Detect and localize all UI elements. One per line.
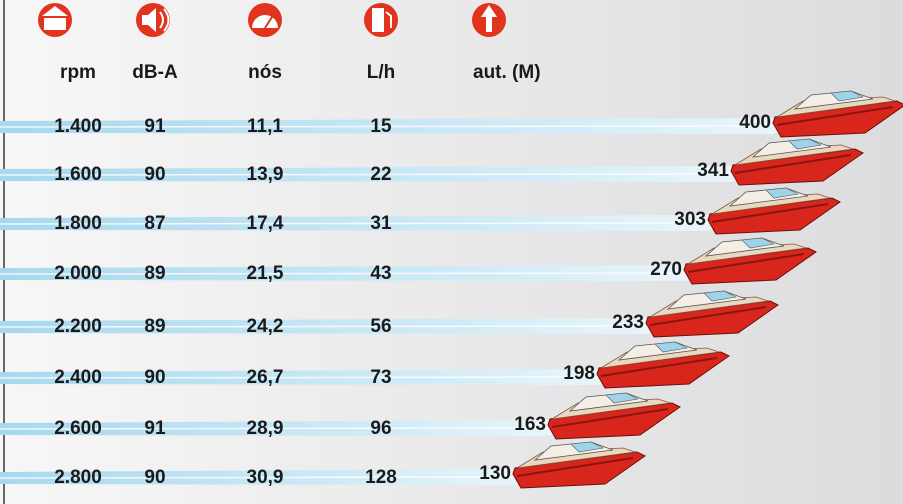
cell: 87 xyxy=(144,213,165,234)
column-headers: rpm dB-A nós L/h aut. (M) xyxy=(60,62,541,83)
boat-stripe xyxy=(776,106,894,126)
cell: 17,4 xyxy=(247,213,284,234)
cell: 21,5 xyxy=(247,263,284,284)
cell: 91 xyxy=(144,116,166,137)
cell: 2.400 xyxy=(54,367,102,388)
wake-streak xyxy=(0,272,685,275)
boat-stripe xyxy=(551,408,669,428)
boat-stripe xyxy=(711,203,829,223)
cell: 13,9 xyxy=(247,164,284,185)
cell: 96 xyxy=(370,418,391,439)
wake-streak xyxy=(0,325,647,328)
wake-streak xyxy=(0,376,598,379)
cell: 90 xyxy=(144,367,165,388)
cell: 56 xyxy=(370,316,391,337)
cell: 128 xyxy=(365,467,397,488)
boat xyxy=(547,392,681,440)
cell: 11,1 xyxy=(247,116,283,137)
cell: 91 xyxy=(144,418,166,439)
cell: 90 xyxy=(144,164,165,185)
autonomy-label: 198 xyxy=(563,363,595,384)
icons xyxy=(38,3,506,37)
boat xyxy=(512,441,646,489)
boat-windshield xyxy=(654,341,688,353)
cell: 15 xyxy=(370,116,392,137)
cell: 1.800 xyxy=(54,213,102,234)
wake-streak xyxy=(0,427,549,430)
boat-stripe xyxy=(516,457,634,477)
boat-windshield xyxy=(741,237,775,249)
cell: 43 xyxy=(370,263,391,284)
autonomy-label: 341 xyxy=(697,160,729,181)
cell: 24,2 xyxy=(247,316,284,337)
wake-streak xyxy=(0,173,732,176)
cell: 2.600 xyxy=(54,418,102,439)
autonomy-label: 303 xyxy=(674,209,706,230)
cell: 2.200 xyxy=(54,316,102,337)
wake-streak xyxy=(0,125,774,128)
boat-windshield xyxy=(570,441,604,453)
wake-streak xyxy=(0,476,514,479)
boat-windshield xyxy=(830,90,864,102)
column-header: L/h xyxy=(367,62,396,83)
boat xyxy=(683,237,817,285)
column-header: aut. (M) xyxy=(473,62,541,83)
boat-stripe xyxy=(649,306,767,326)
cell: 2.800 xyxy=(54,467,102,488)
boat-stripe xyxy=(600,357,718,377)
boat-stripe xyxy=(734,154,852,174)
boat xyxy=(730,138,864,186)
boat xyxy=(707,187,841,235)
cell: 73 xyxy=(370,367,391,388)
cell: 90 xyxy=(144,467,165,488)
column-header: rpm xyxy=(60,62,96,83)
autonomy-label: 400 xyxy=(739,112,771,133)
boat-windshield xyxy=(788,138,822,150)
boat xyxy=(645,290,779,338)
wake-streak xyxy=(0,222,709,225)
autonomy-label: 233 xyxy=(612,312,644,333)
cell: 28,9 xyxy=(247,418,284,439)
rows: 1.400 91 11,1 15 400 1.600 90 13,9 22 341 1.800 87 1… xyxy=(0,90,903,489)
boat-windshield xyxy=(703,290,737,302)
autonomy-label: 270 xyxy=(650,259,682,280)
cell: 30,9 xyxy=(247,467,284,488)
cell: 1.600 xyxy=(54,164,102,185)
boat xyxy=(596,341,730,389)
cell: 22 xyxy=(370,164,391,185)
cell: 89 xyxy=(144,316,165,337)
cell: 31 xyxy=(370,213,392,234)
cell: 89 xyxy=(144,263,165,284)
column-header: nós xyxy=(248,62,282,83)
boat-windshield xyxy=(765,187,799,199)
boat xyxy=(772,90,903,138)
column-header: dB-A xyxy=(132,62,178,83)
boat-windshield xyxy=(605,392,639,404)
cell: 1.400 xyxy=(54,116,102,137)
autonomy-label: 163 xyxy=(514,414,546,435)
cell: 2.000 xyxy=(54,263,102,284)
cell: 26,7 xyxy=(247,367,284,388)
autonomy-label: 130 xyxy=(479,463,511,484)
boat-stripe xyxy=(687,253,805,273)
